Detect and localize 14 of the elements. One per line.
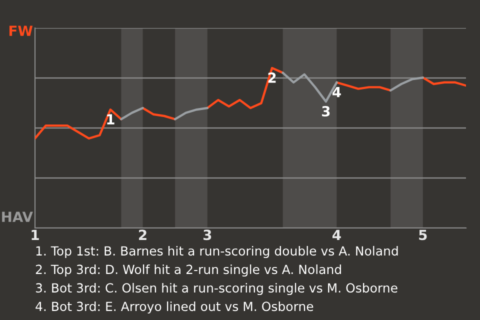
text: FW (9, 26, 33, 36)
x-tick-label: 1 (32, 230, 39, 240)
text: 4. Bot 3rd: E. Arroyo lined out vs M. Osborne (36, 301, 314, 314)
text: HAV (2, 212, 33, 222)
text: 1. Top 1st: B. Barnes hit a run-scoring double vs A. Noland (36, 246, 398, 258)
annotation: 3 (322, 106, 330, 117)
x-tick-label: 4 (332, 230, 341, 240)
x-tick-label: 3 (203, 230, 212, 240)
annotation: 1 (107, 114, 114, 124)
x-tick-label: 5 (419, 230, 427, 240)
text: 3. Bot 3rd: C. Olsen hit a run-scoring single vs M. Osborne (36, 282, 398, 296)
annotation: 4 (332, 86, 341, 98)
text: 2. Top 3rd: D. Wolf hit a 2-run single vs A. Noland (36, 264, 341, 277)
x-tick-label: 2 (139, 230, 146, 240)
